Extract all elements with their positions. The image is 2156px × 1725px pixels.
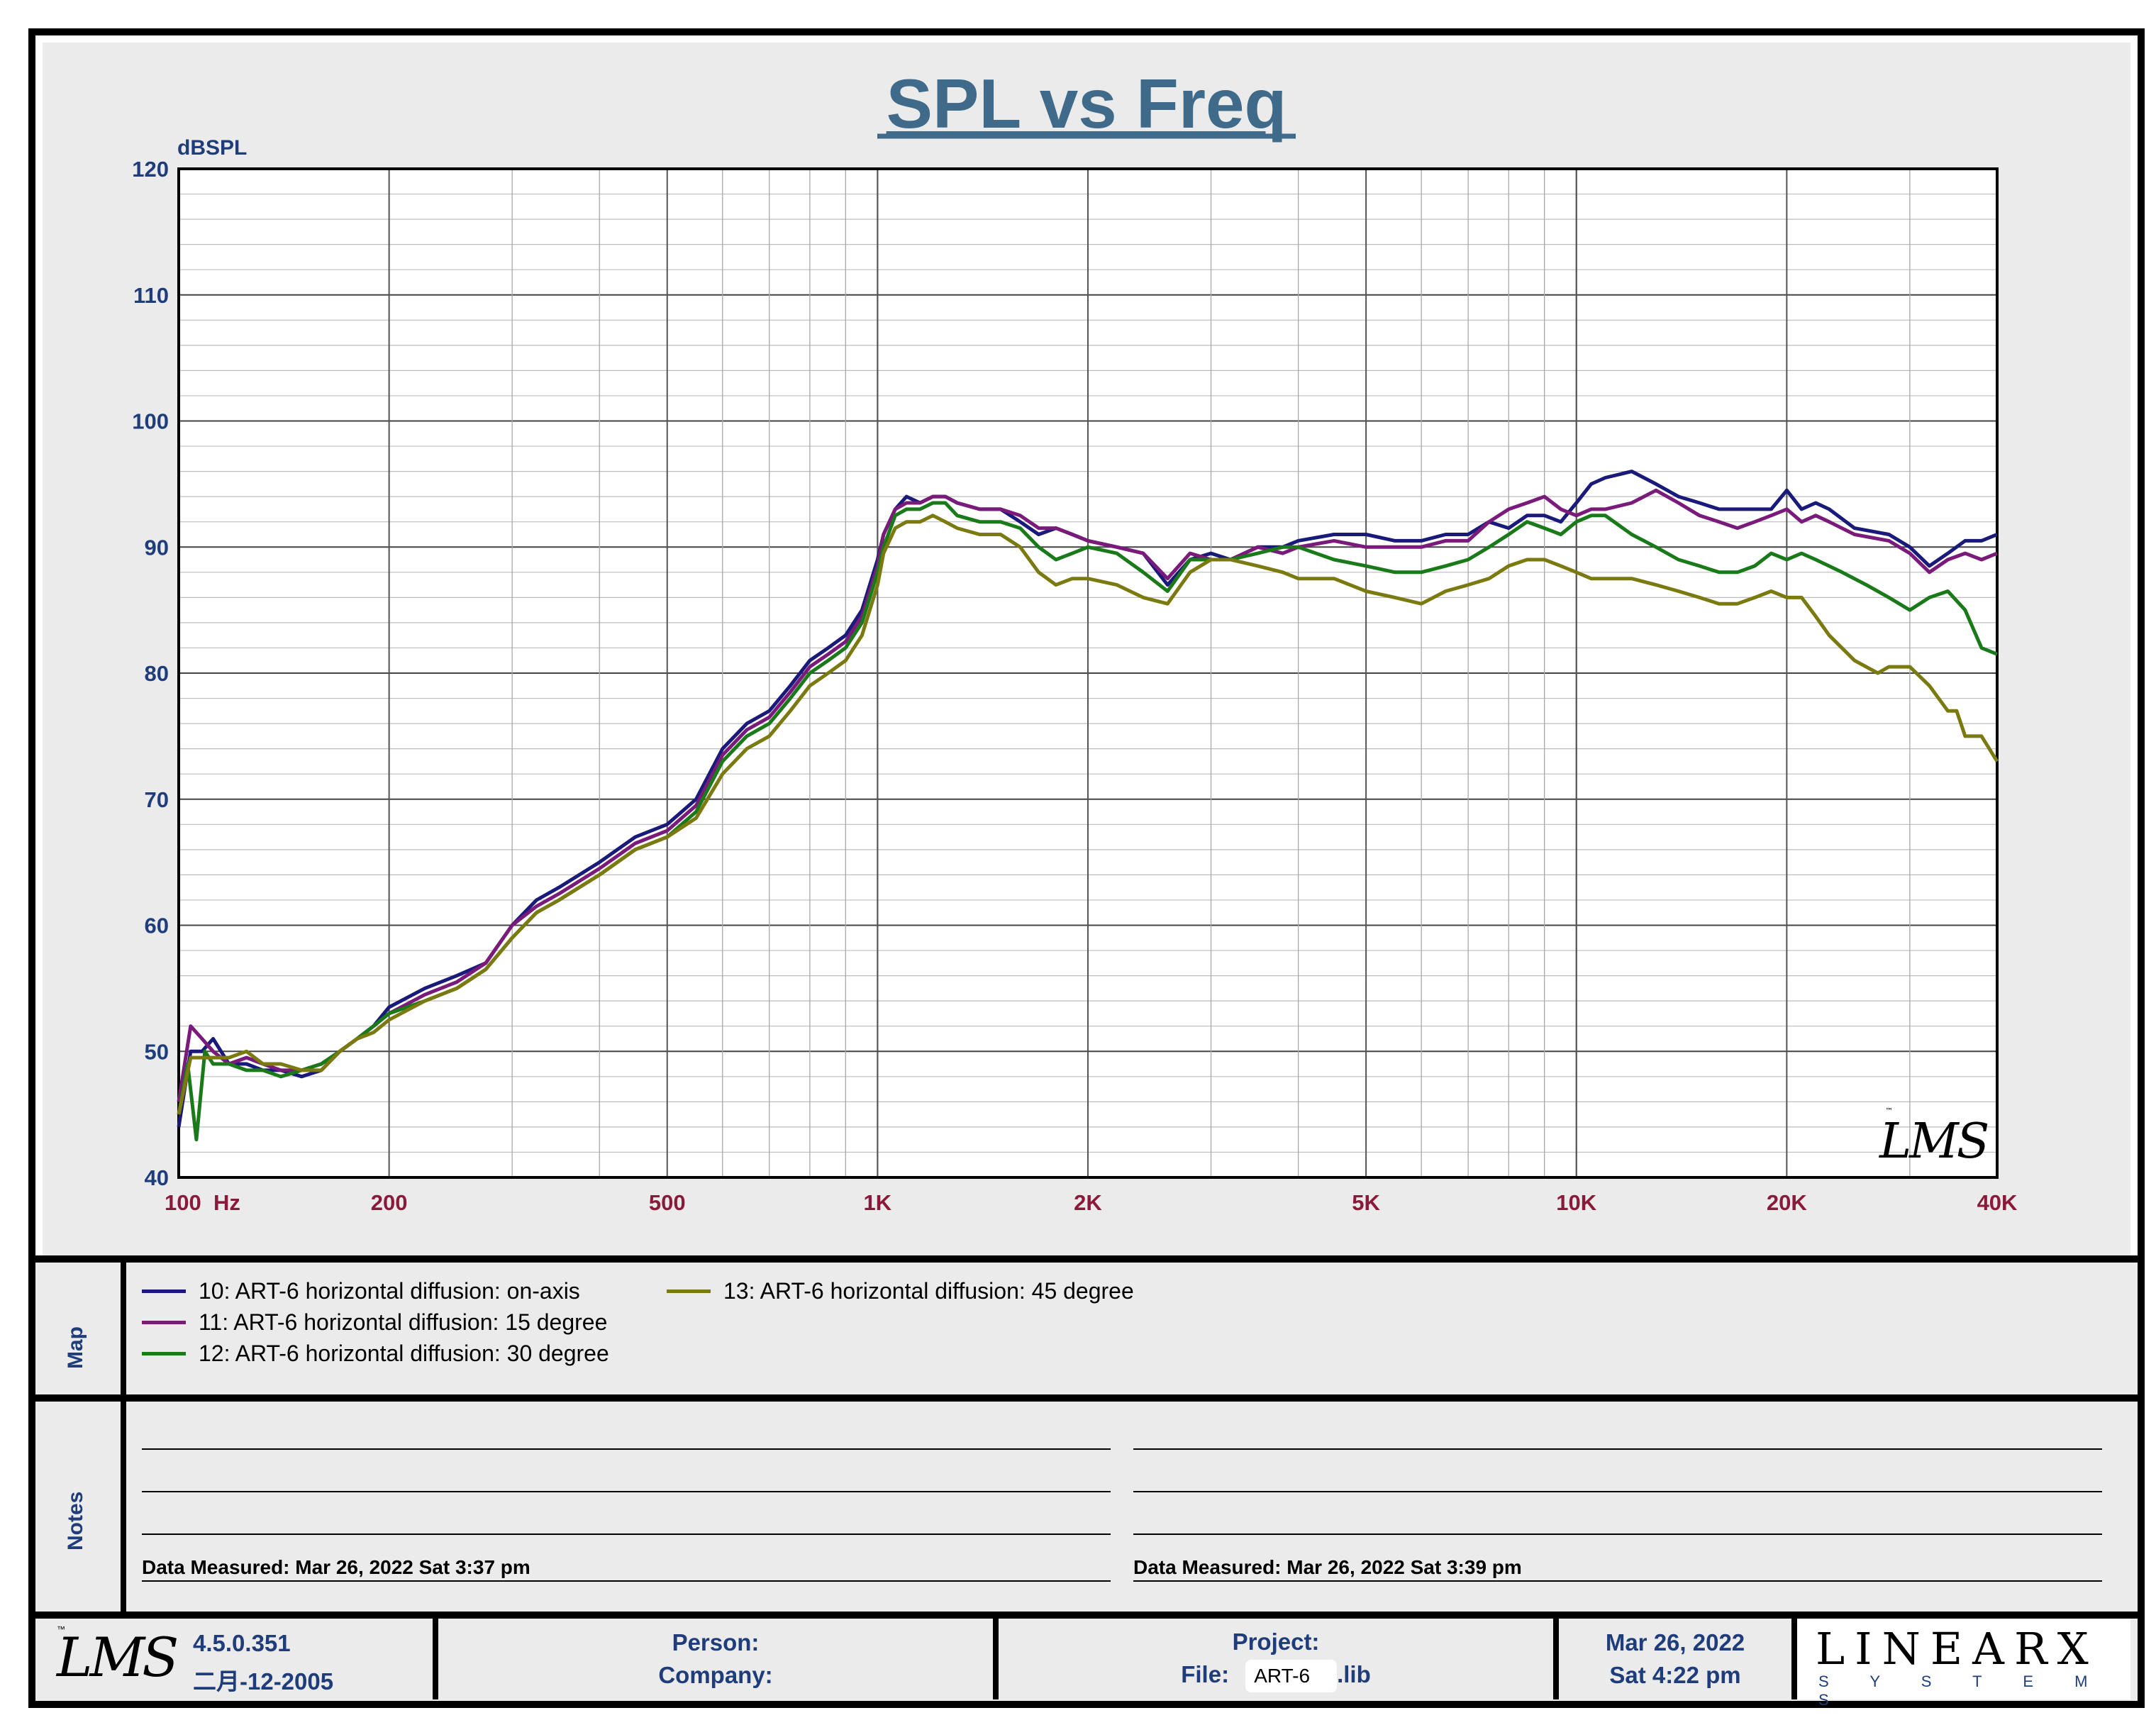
footer-divider xyxy=(1791,1619,1797,1699)
left-measured-date: Data Measured: Mar 26, 2022 Sat 3:37 pm xyxy=(142,1556,530,1578)
report-time: Sat 4:22 pm xyxy=(1609,1662,1741,1688)
notes-label: Notes xyxy=(64,1491,87,1551)
note-line xyxy=(1133,1580,2102,1582)
report-date: Mar 26, 2022 xyxy=(1605,1629,1745,1655)
notes-separator xyxy=(121,1402,126,1612)
footer-date-cell: Mar 26, 2022 Sat 4:22 pm xyxy=(1559,1619,1791,1699)
footer-divider xyxy=(1553,1619,1559,1699)
y-tick-label: 40 xyxy=(145,1165,169,1190)
footer-divider xyxy=(433,1619,438,1699)
x-tick-label: 5K xyxy=(1352,1190,1380,1215)
report-frame: SPL vs Freq 40 50 60 70 80 90 100 110 120 100 Hz 2… xyxy=(28,28,2145,1709)
note-line xyxy=(142,1491,1111,1492)
note-line xyxy=(1133,1491,2102,1492)
x-tick-label: 200 xyxy=(371,1190,408,1215)
divider xyxy=(35,1612,2138,1619)
note-line xyxy=(142,1448,1111,1450)
y-tick-label: 50 xyxy=(145,1039,169,1064)
legend-text: 13: ART-6 horizontal diffusion: 45 degre… xyxy=(723,1278,1134,1304)
legend-text: 10: ART-6 horizontal diffusion: on-axis xyxy=(199,1278,580,1304)
y-axis-label: dBSPL xyxy=(177,136,247,160)
trademark-mark: ™ xyxy=(1885,1106,1893,1116)
plot-border xyxy=(177,167,1999,1179)
series-line-1 xyxy=(177,488,1998,1102)
note-line xyxy=(1133,1533,2102,1535)
legend-swatch xyxy=(142,1321,186,1324)
x-tick-label: 40K xyxy=(1977,1190,2018,1215)
chart-axes: 40 50 60 70 80 90 100 110 120 100 Hz 200 500 1K 2K 5K 1… xyxy=(132,157,2018,1215)
y-tick-label: 90 xyxy=(145,535,169,560)
x-tick-label: 500 xyxy=(649,1190,686,1215)
note-line xyxy=(142,1533,1111,1535)
y-tick-label: 120 xyxy=(132,157,169,182)
legend-text: 11: ART-6 horizontal diffusion: 15 degre… xyxy=(199,1309,608,1335)
series-line-3 xyxy=(177,514,1999,1115)
legend-swatch xyxy=(667,1289,711,1293)
legend-item: 13: ART-6 horizontal diffusion: 45 degre… xyxy=(667,1278,1134,1304)
legend-swatch xyxy=(142,1289,186,1293)
legend-text: 12: ART-6 horizontal diffusion: 30 degre… xyxy=(199,1341,609,1366)
note-line xyxy=(1133,1448,2102,1450)
version-number: 4.5.0.351 xyxy=(193,1630,291,1656)
x-tick-label: 1K xyxy=(864,1190,892,1215)
right-measured-date: Data Measured: Mar 26, 2022 Sat 3:39 pm xyxy=(1133,1556,1522,1578)
linearx-systems-text: S Y S T E M S xyxy=(1818,1673,2106,1709)
footer-brand-cell: LINEARX S Y S T E M S xyxy=(1797,1619,2130,1709)
legend-item: 11: ART-6 horizontal diffusion: 15 degre… xyxy=(142,1309,607,1336)
y-tick-label: 110 xyxy=(133,283,169,308)
file-row: File: ART-6 .lib xyxy=(1181,1658,1371,1692)
x-tick-label: 2K xyxy=(1074,1190,1102,1215)
footer-panel: LMS ™ 4.5.0.351 二月-12-2005 Person: Compa… xyxy=(35,1619,2138,1709)
company-label: Company: xyxy=(658,1662,773,1688)
chart-panel: SPL vs Freq 40 50 60 70 80 90 100 110 120 100 Hz 2… xyxy=(43,43,2130,1255)
y-tick-label: 80 xyxy=(145,661,169,686)
file-name: ART-6 xyxy=(1245,1660,1338,1692)
project-label: Project: xyxy=(1232,1629,1320,1655)
footer-divider xyxy=(993,1619,999,1699)
divider xyxy=(35,1394,2138,1402)
footer-version-cell: LMS ™ 4.5.0.351 二月-12-2005 xyxy=(35,1619,433,1699)
file-label: File: xyxy=(1181,1661,1230,1687)
y-tick-label: 60 xyxy=(145,914,169,938)
footer-person-cell: Person: Company: xyxy=(438,1619,993,1699)
build-date: 二月-12-2005 xyxy=(193,1668,334,1695)
file-extension: .lib xyxy=(1337,1661,1371,1687)
lms-logo: LMS xyxy=(57,1626,179,1689)
x-tick-label: 10K xyxy=(1556,1190,1596,1215)
map-panel: Map 10: ART-6 horizontal diffusion: on-a… xyxy=(35,1263,2138,1394)
linearx-logo: LINEARX xyxy=(1816,1623,2099,1675)
y-tick-label: 100 xyxy=(132,409,169,434)
legend-item: 10: ART-6 horizontal diffusion: on-axis xyxy=(142,1278,580,1304)
legend-item: 12: ART-6 horizontal diffusion: 30 degre… xyxy=(142,1341,609,1367)
legend-swatch xyxy=(142,1352,186,1355)
map-label: Map xyxy=(64,1326,87,1369)
y-tick-label: 70 xyxy=(145,787,169,812)
watermark-text: LMS xyxy=(1878,1114,1988,1170)
map-separator xyxy=(121,1263,126,1394)
chart-title: SPL vs Freq xyxy=(887,65,1287,143)
person-label: Person: xyxy=(672,1629,760,1655)
chart-grid xyxy=(177,167,1999,1179)
x-tick-label: 20K xyxy=(1767,1190,1807,1215)
chart-series xyxy=(177,470,1999,1142)
divider xyxy=(35,1255,2138,1263)
x-tick-label: 100 Hz xyxy=(165,1190,240,1215)
footer-project-cell: Project: File: ART-6 .lib xyxy=(999,1619,1553,1699)
notes-panel: Notes Data Measured: Mar 26, 2022 Sat 3:… xyxy=(35,1402,2138,1612)
trademark-mark: ™ xyxy=(57,1624,65,1634)
note-line xyxy=(142,1580,1111,1582)
spl-chart: SPL vs Freq 40 50 60 70 80 90 100 110 120 100 Hz 2… xyxy=(132,65,2018,1215)
